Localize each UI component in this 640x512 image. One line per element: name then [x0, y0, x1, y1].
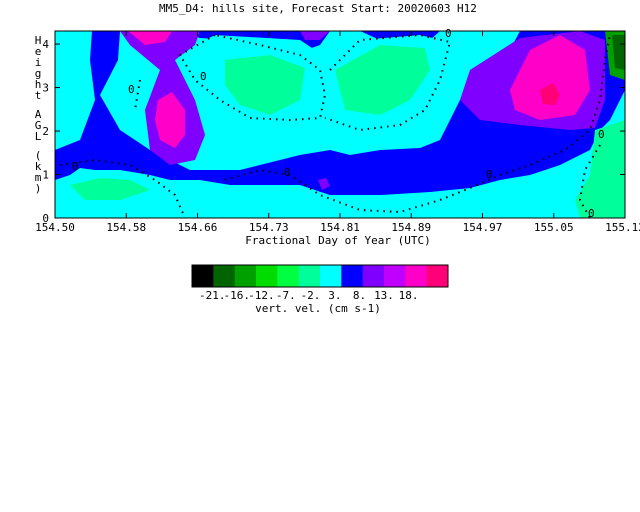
contour-label: 0 [200, 70, 207, 83]
colorbar: -21.-16.-12. -7. -2. 3. 8. 13. 18. [191, 264, 449, 302]
green-patch-lower-left [70, 178, 150, 200]
colorbar-swatch [341, 265, 364, 287]
y-label-char: A [35, 108, 42, 121]
contour-label: 0 [598, 128, 605, 141]
colorbar-label: vert. vel. (cm s-1) [255, 302, 381, 315]
y-label-char: m [35, 171, 42, 184]
zero-contours [59, 33, 611, 218]
x-tick-label: 154.97 [463, 221, 503, 234]
x-axis: 154.50 154.58 154.66 154.73 154.81 154.89 154.… [35, 31, 640, 234]
x-tick-label: 154.66 [178, 221, 218, 234]
y-label-char: k [35, 160, 42, 173]
x-axis-title: Fractional Day of Year (UTC) [245, 234, 430, 247]
colorbar-swatch [298, 265, 321, 287]
cyan-island-left [55, 31, 95, 150]
colorbar-swatch [320, 265, 342, 287]
contour-field [55, 31, 625, 218]
y-label-char: i [35, 56, 42, 69]
chart-title: MM5_D4: hills site, Forecast Start: 2002… [159, 2, 477, 15]
y-tick-label: 3 [42, 82, 49, 95]
x-tick-label: 154.81 [320, 221, 360, 234]
green-patch-right [335, 45, 430, 115]
colorbar-frame [191, 264, 449, 288]
colorbar-tick-label: -21. [199, 289, 226, 302]
blue-region-mid [300, 160, 360, 192]
contour-label: 0 [486, 168, 493, 181]
colorbar-tick-label: -12. [248, 289, 275, 302]
colorbar-tick-label: 18. [399, 289, 419, 302]
y-tick-label: 0 [42, 212, 49, 225]
magenta-region-right [510, 35, 590, 120]
y-label-char: e [35, 45, 42, 58]
y-label-char: g [35, 67, 42, 80]
magenta-region-top [128, 31, 172, 45]
green-patch-center [225, 55, 305, 115]
colorbar-tick-label: 3. [328, 289, 341, 302]
colorbar-swatch [362, 265, 385, 287]
colorbar-tick-label: 13. [374, 289, 394, 302]
x-tick-label: 155.12 [605, 221, 640, 234]
x-tick-label: 154.89 [391, 221, 431, 234]
y-label-char: G [35, 119, 42, 132]
contour-label: 0 [445, 27, 452, 40]
purple-region-top-center [300, 31, 330, 40]
colorbar-tick-label: -16. [224, 289, 251, 302]
x-tick-label: 155.05 [534, 221, 574, 234]
y-label-char: ) [35, 182, 42, 195]
magenta-region-left [155, 92, 185, 148]
y-tick-label: 4 [42, 38, 49, 51]
green-patch-right-edge [575, 120, 625, 218]
colorbar-swatch [277, 265, 300, 287]
colorbar-tick-label: -7. [276, 289, 296, 302]
colorbar-tick-label: 8. [353, 289, 366, 302]
colorbar-swatch [426, 265, 449, 287]
y-axis: 0 1 2 3 4 [42, 38, 625, 225]
y-label-char: H [35, 34, 42, 47]
zero-contour-4 [224, 34, 611, 214]
y-label-char: t [35, 89, 42, 102]
colorbar-swatch [405, 265, 428, 287]
colorbar-swatch [192, 265, 214, 287]
contour-label: 0 [284, 166, 291, 179]
pink-core-right [540, 83, 560, 105]
colorbar-swatch [256, 265, 278, 287]
y-label-char: h [35, 78, 42, 91]
colorbar-tick-label: -2. [300, 289, 320, 302]
contour-label: 0 [72, 160, 79, 173]
zero-contour-3 [59, 158, 186, 218]
colorbar-swatch [384, 265, 406, 287]
contour-label: 0 [128, 83, 135, 96]
colorbar-swatch [213, 265, 236, 287]
x-tick-label: 154.73 [249, 221, 289, 234]
colorbar-swatch [234, 265, 257, 287]
x-tick-label: 154.50 [35, 221, 75, 234]
x-tick-label: 154.58 [106, 221, 146, 234]
contour-label: 0 [588, 207, 595, 220]
y-tick-label: 1 [42, 169, 49, 182]
purple-blob-center [318, 178, 330, 190]
y-label-char: L [35, 130, 42, 143]
y-label-char: ( [35, 149, 42, 162]
zero-contour-1 [178, 33, 327, 122]
contour-labels: 0 0 0 0 0 0 0 0 [72, 27, 605, 220]
y-tick-label: 2 [42, 125, 49, 138]
